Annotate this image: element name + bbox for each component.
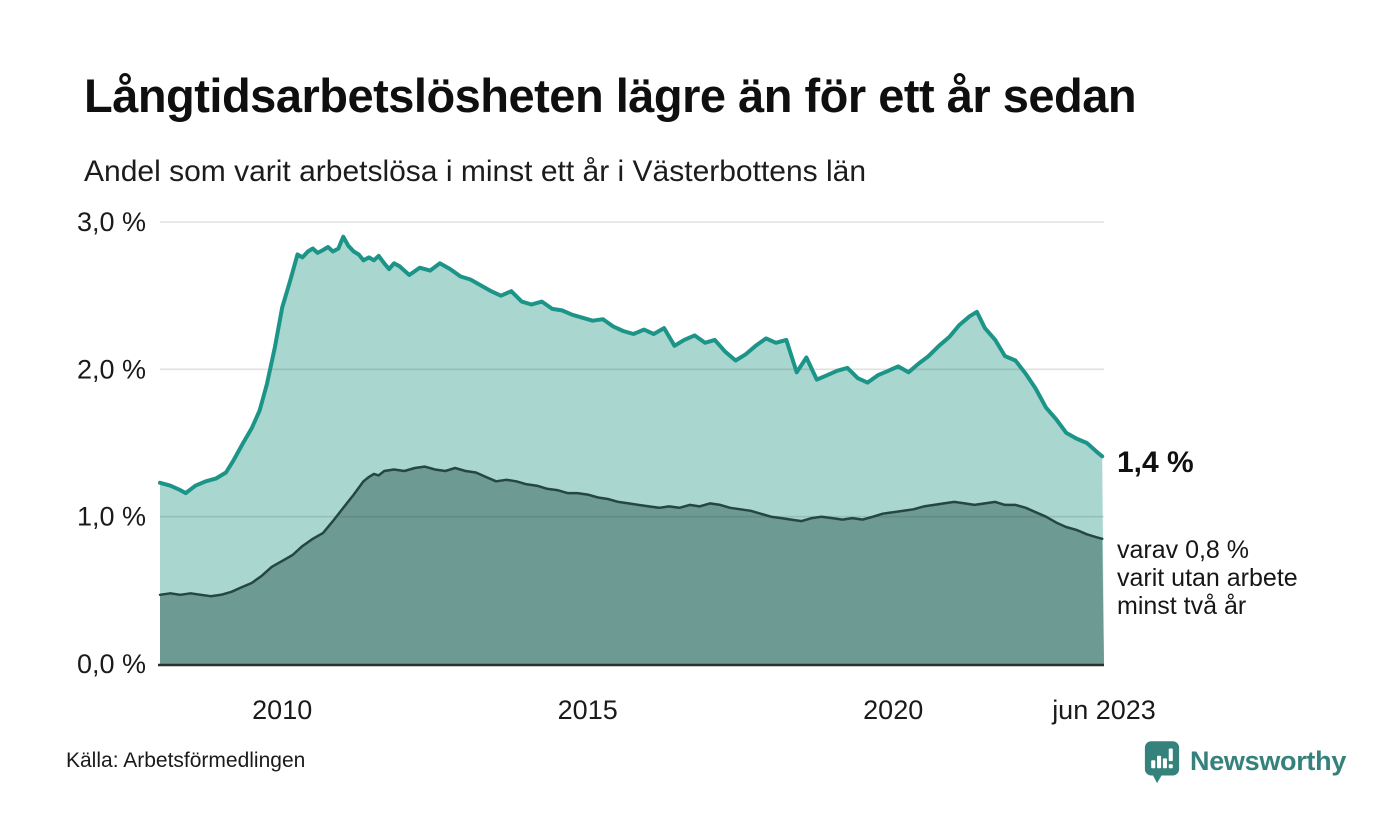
y-tick-label-1,0 %: 1,0 % [77,502,146,532]
series-line-one-year [158,234,1105,496]
y-tick-label-3,0 %: 3,0 % [77,207,146,237]
chart-subtitle: Andel som varit arbetslösa i minst ett å… [84,155,867,188]
latest-value-label: 1,4 % [1117,446,1194,479]
secondary-series-annotation: varav 0,8 % varit utan arbete minst två … [1117,536,1298,620]
source-caption: Källa: Arbetsförmedlingen [66,749,306,772]
newsworthy-logo-icon [1144,741,1180,784]
annotation-line-3: minst två år [1117,592,1247,620]
x-tick-label-2020: 2020 [863,695,923,725]
x-tick-label-jun 2023: jun 2023 [1051,695,1156,725]
logo-bars [1151,748,1173,769]
newsworthy-wordmark: Newsworthy [1190,746,1347,776]
annotation-line-2: varit utan arbete [1117,564,1298,592]
series-area-two-years [160,466,1104,664]
x-tick-label-2010: 2010 [252,695,312,725]
x-tick-label-2015: 2015 [558,695,618,725]
newsworthy-branding: Newsworthy [1144,740,1346,784]
series-line-two-years [158,465,1104,598]
logo-bubble-shape [1144,741,1180,784]
page-title: Långtidsarbetslösheten lägre än för ett … [84,69,1137,122]
y-tick-label-0,0 %: 0,0 % [77,649,146,679]
annotation-line-1: varav 0,8 % [1117,536,1250,564]
y-tick-label-2,0 %: 2,0 % [77,354,146,384]
